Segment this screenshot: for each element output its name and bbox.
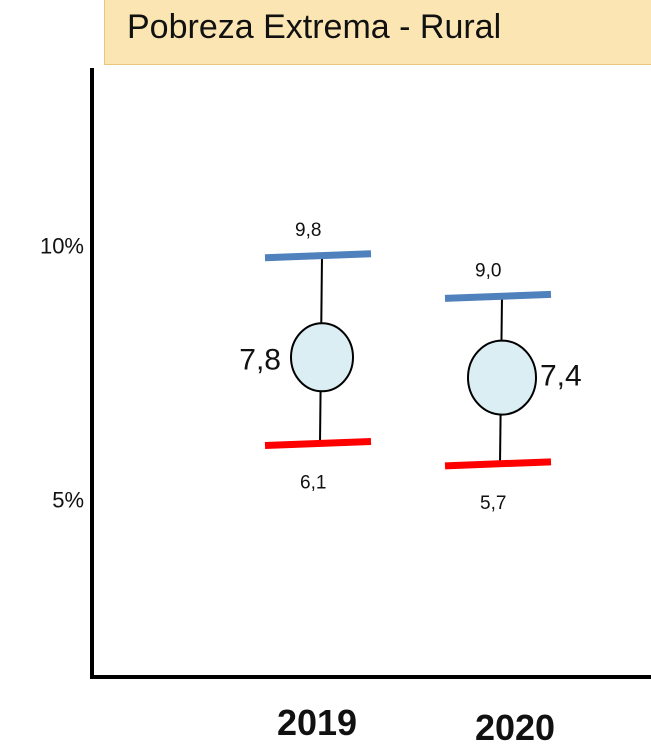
y-tick-label: 10% <box>40 234 84 259</box>
central-value-label: 7,4 <box>540 360 582 393</box>
x-category-label: 2020 <box>475 707 555 746</box>
central-estimate-marker <box>467 339 537 416</box>
central-value-label: 7,8 <box>239 343 281 376</box>
title-box: Pobreza Extrema - Rural <box>104 0 651 65</box>
upper-bound-bar <box>444 290 552 302</box>
upper-value-label: 9,0 <box>475 260 501 281</box>
x-category-label: 2019 <box>277 702 357 743</box>
central-estimate-marker <box>290 322 354 393</box>
chart-title: Pobreza Extrema - Rural <box>127 8 502 46</box>
lower-value-label: 5,7 <box>480 493 506 514</box>
upper-value-label: 9,8 <box>295 220 321 241</box>
lower-bound-bar <box>444 458 552 470</box>
upper-bound-bar <box>264 250 372 262</box>
lower-value-label: 6,1 <box>300 473 326 494</box>
lower-bound-bar <box>264 438 372 450</box>
y-tick-label: 5% <box>52 487 84 512</box>
